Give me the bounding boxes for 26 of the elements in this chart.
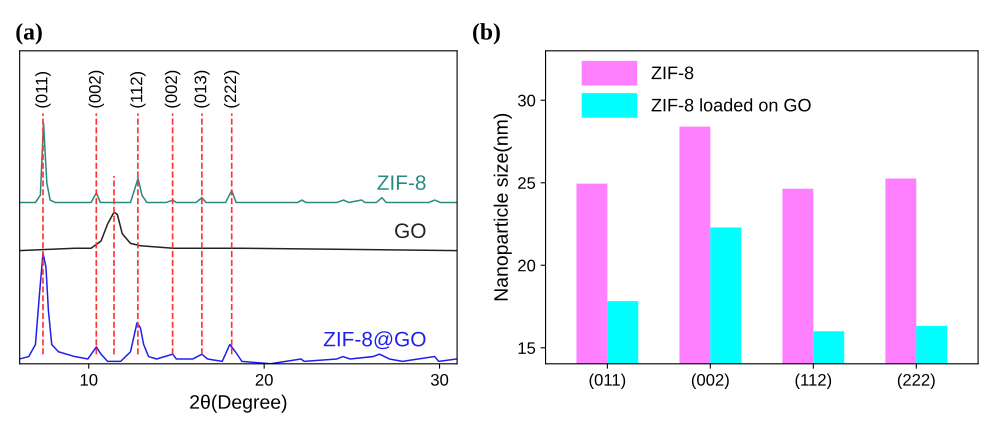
y-tick-label: 30: [518, 94, 536, 106]
text: (013): [194, 70, 210, 108]
chart-title: (a): [16, 23, 42, 44]
series-label: GO: [395, 223, 426, 238]
y-tick-label: 25: [518, 177, 536, 189]
legend-label: ZIF-8: [652, 66, 694, 80]
series-label: ZIF-8: [377, 175, 426, 190]
x-tick-label: (011): [590, 374, 626, 390]
text: (002): [164, 70, 180, 108]
x-tick-label: 20: [256, 374, 273, 386]
text: (011): [35, 72, 51, 108]
y-axis-title: Nanoparticle size(nm): [494, 114, 512, 300]
legend-label: ZIF-8 loaded on GO: [652, 98, 811, 112]
x-tick-label: (002): [692, 374, 729, 390]
text: (002): [88, 70, 104, 108]
text: (112): [130, 72, 146, 108]
x-tick-label: (112): [796, 374, 832, 390]
text: (222): [224, 70, 240, 108]
x-tick-label: (222): [898, 374, 935, 390]
chart-title: (b): [473, 23, 500, 44]
x-tick-label: 10: [80, 374, 98, 386]
y-tick-label: 15: [518, 342, 536, 354]
y-tick-label: 20: [518, 260, 536, 272]
series-label: ZIF-8@GO: [324, 331, 426, 350]
x-axis-title: 2θ(Degree): [190, 394, 286, 413]
x-tick-label: 30: [430, 374, 448, 386]
